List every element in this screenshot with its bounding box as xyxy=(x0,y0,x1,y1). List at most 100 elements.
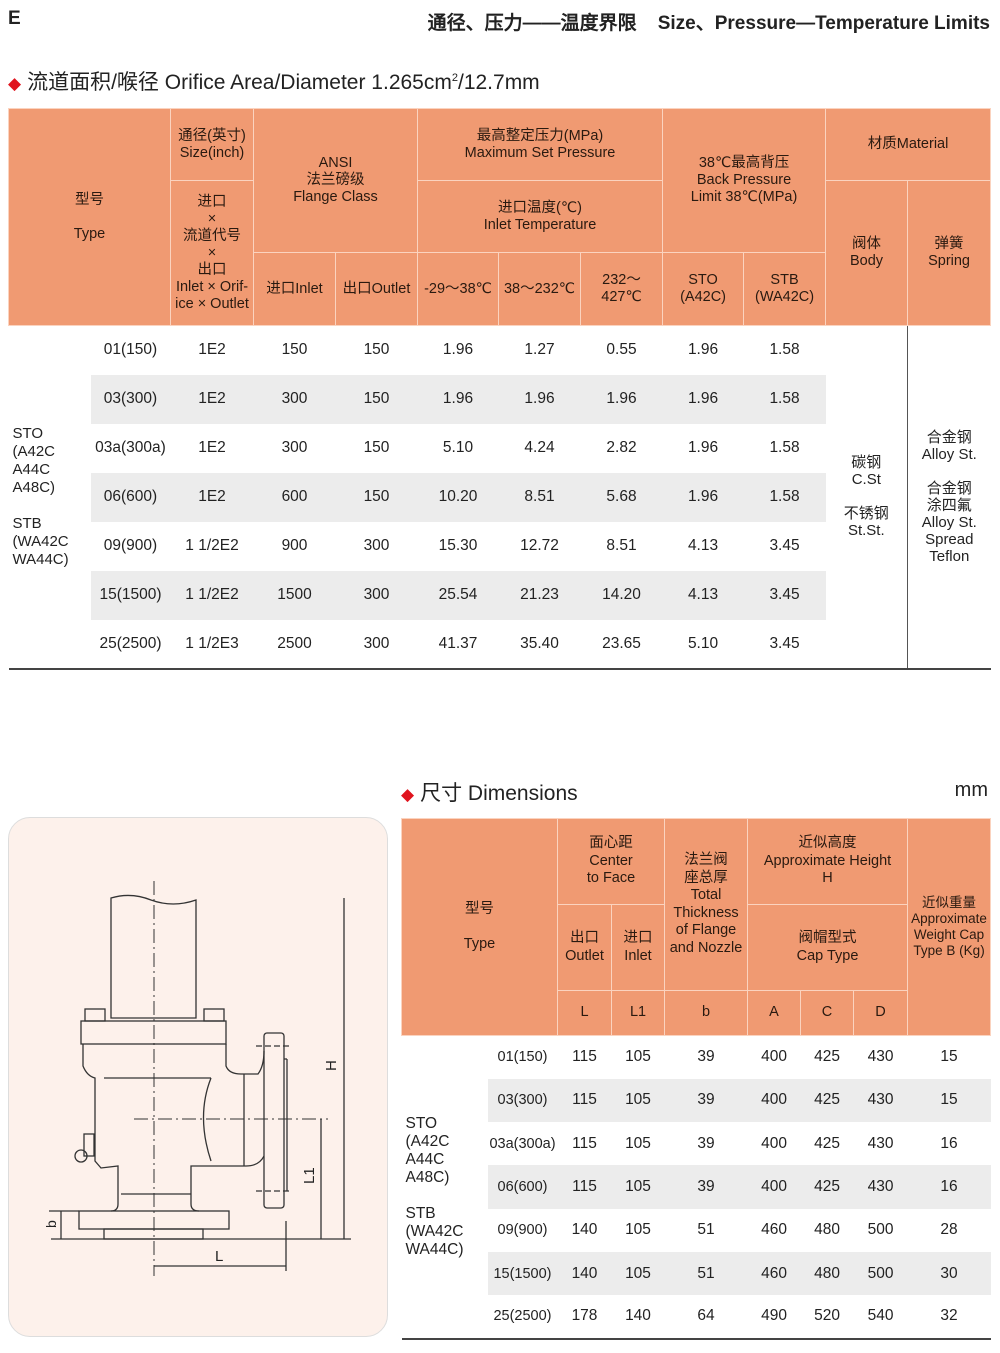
dim-label-L1: L1 xyxy=(301,1167,318,1184)
header-temp-3: 232～427℃ xyxy=(579,252,664,326)
header-spring: 弹簧 Spring xyxy=(907,180,992,326)
table-cell: 3.45 xyxy=(769,537,800,554)
table-cell: 8.51 xyxy=(498,472,581,522)
table-cell: 1 1/2E2 xyxy=(185,537,239,554)
table-cell: 1.96 xyxy=(442,341,474,359)
table-cell: 300 xyxy=(363,634,390,652)
table-cell: 105 xyxy=(625,1048,651,1066)
table-cell: 400 xyxy=(747,1165,801,1209)
table-row: 03(300) 115 105 39 400 425 430 15 xyxy=(402,1078,991,1123)
table-cell: 51 xyxy=(664,1251,748,1296)
table-row: 03(300) 1E2 300 150 1.96 1.96 1.96 1.96 1.58 xyxy=(9,374,991,424)
header-D: D xyxy=(853,990,909,1036)
table-cell: 1.96 xyxy=(687,439,719,456)
header-height: 近似高度 Approximate Height H xyxy=(747,818,909,905)
table-cell: 140 xyxy=(557,1251,612,1296)
table-cell: 25(2500) xyxy=(99,634,162,652)
header-orifice-code: 进口 × 流道代号 × 出口 Inlet × Orif-ice × Outlet xyxy=(170,180,254,326)
table-cell: 10.20 xyxy=(417,472,499,522)
table-cell: 3.45 xyxy=(769,634,800,652)
table-cell: 1E2 xyxy=(198,439,226,456)
header-A: A xyxy=(747,990,802,1036)
table-cell: 900 xyxy=(281,537,308,554)
table-cell: 150 xyxy=(281,341,308,359)
section-letter: E xyxy=(8,8,21,29)
header-inlet: 进口Inlet xyxy=(253,252,336,326)
header-ansi: ANSI 法兰磅级 Flange Class xyxy=(253,108,418,253)
table-cell: 1.96 xyxy=(498,374,581,424)
table-cell: 1 1/2E3 xyxy=(185,634,239,652)
table-cell: 140 xyxy=(571,1221,598,1239)
table-cell: 39 xyxy=(664,1078,748,1123)
table-cell: 425 xyxy=(814,1048,840,1066)
header-L1: L1 xyxy=(610,990,666,1036)
table-cell: 4.13 xyxy=(662,570,744,620)
header-temp-2: 38～232℃ xyxy=(498,252,581,326)
table-cell: 09(900) xyxy=(103,537,158,554)
table-cell: 480 xyxy=(814,1221,840,1239)
table-cell: 01(150) xyxy=(103,341,158,359)
table-cell: 600 xyxy=(253,472,336,522)
header-outlet: 出口Outlet xyxy=(335,252,418,326)
table-cell: 15.30 xyxy=(438,537,478,554)
dim-label-H: H xyxy=(323,1060,340,1071)
table-cell: 8.51 xyxy=(606,537,637,554)
table-cell: 150 xyxy=(335,374,418,424)
table-cell: 105 xyxy=(625,1221,651,1239)
table-cell: 460 xyxy=(747,1251,801,1296)
header-size: 通径(英寸) Size(inch) xyxy=(170,108,254,181)
table-cell: 64 xyxy=(697,1307,715,1325)
dim-label-L: L xyxy=(215,1248,223,1265)
table-cell: 480 xyxy=(800,1251,854,1296)
table-cell: 115 xyxy=(572,1048,597,1066)
diamond-bullet-icon: ◆ xyxy=(8,74,22,93)
table-cell: 520 xyxy=(814,1307,840,1325)
table-cell: 2500 xyxy=(277,634,312,652)
table-cell: 23.65 xyxy=(602,634,641,652)
table-cell: 1.58 xyxy=(769,341,800,359)
table-cell: 03a(300a) xyxy=(95,439,166,456)
table-cell: 1E2 xyxy=(170,472,254,522)
table-cell: 400 xyxy=(747,1078,801,1123)
header-type: 型号 Type xyxy=(8,108,171,326)
table-cell: 300 xyxy=(363,537,390,554)
table-cell: 16 xyxy=(907,1165,991,1209)
table-cell: 490 xyxy=(761,1307,787,1325)
heading-text: 尺寸 Dimensions xyxy=(420,782,578,805)
orifice-heading: ◆ 流道面积/喉径 Orifice Area/Diameter 1.265cm2/… xyxy=(8,66,540,96)
table-cell: 03(300) xyxy=(487,1078,558,1123)
pressure-temperature-table: 型号 Type 通径(英寸) Size(inch) ANSI 法兰磅级 Flange C… xyxy=(8,108,992,670)
spring-material: 合金钢 Alloy St. 合金钢 涂四氟 Alloy St. Spread Teflon xyxy=(907,325,991,669)
header-max-set-pressure: 最高整定压力(MPa) Maximum Set Pressure xyxy=(416,108,664,181)
table-cell: 25.54 xyxy=(417,570,499,620)
table-cell: 15 xyxy=(940,1048,958,1066)
table-row: STO (A42C A44C A48C) STB (WA42C WA44C) 01(150) 1… xyxy=(9,325,991,669)
header-thickness: 法兰阀 座总厚 Total Thickness of Flange and Nozz… xyxy=(664,818,749,991)
dim-label-b: b xyxy=(43,1220,59,1228)
heading-sup: 2 xyxy=(451,72,458,84)
table-cell: 300 xyxy=(253,374,336,424)
table-row: 25(2500) 1 1/2E3 2500 300 41.37 35.40 23.65 5.1… xyxy=(9,620,991,669)
table-cell: 150 xyxy=(363,341,390,359)
table-cell: 03a(300a) xyxy=(489,1135,556,1152)
table-cell: 1 1/2E2 xyxy=(170,570,254,620)
unit-label: mm xyxy=(954,779,988,801)
table-cell: 14.20 xyxy=(580,570,663,620)
table-row: 25(2500) 178 140 64 490 520 540 32 xyxy=(402,1295,991,1338)
table-cell: 105 xyxy=(611,1165,665,1209)
table-cell: 41.37 xyxy=(438,634,478,652)
table-cell: 425 xyxy=(800,1165,854,1209)
header-weight: 近似重量 Approximate Weight Cap Type B (Kg) xyxy=(907,818,992,1036)
table-row: 15(1500) 1 1/2E2 1500 300 25.54 21.23 14.20 4.1… xyxy=(9,570,991,620)
table-cell: 500 xyxy=(867,1221,894,1239)
table-cell: 115 xyxy=(572,1134,597,1152)
table-cell: 430 xyxy=(853,1078,908,1123)
table-cell: 300 xyxy=(335,570,418,620)
valve-diagram: H L1 L b xyxy=(8,817,388,1337)
diamond-bullet-icon: ◆ xyxy=(401,785,415,804)
table-cell: 12.72 xyxy=(520,537,559,554)
table-cell: 3.45 xyxy=(743,570,826,620)
table-cell: 400 xyxy=(761,1134,787,1152)
table-cell: 06(600) xyxy=(90,472,171,522)
